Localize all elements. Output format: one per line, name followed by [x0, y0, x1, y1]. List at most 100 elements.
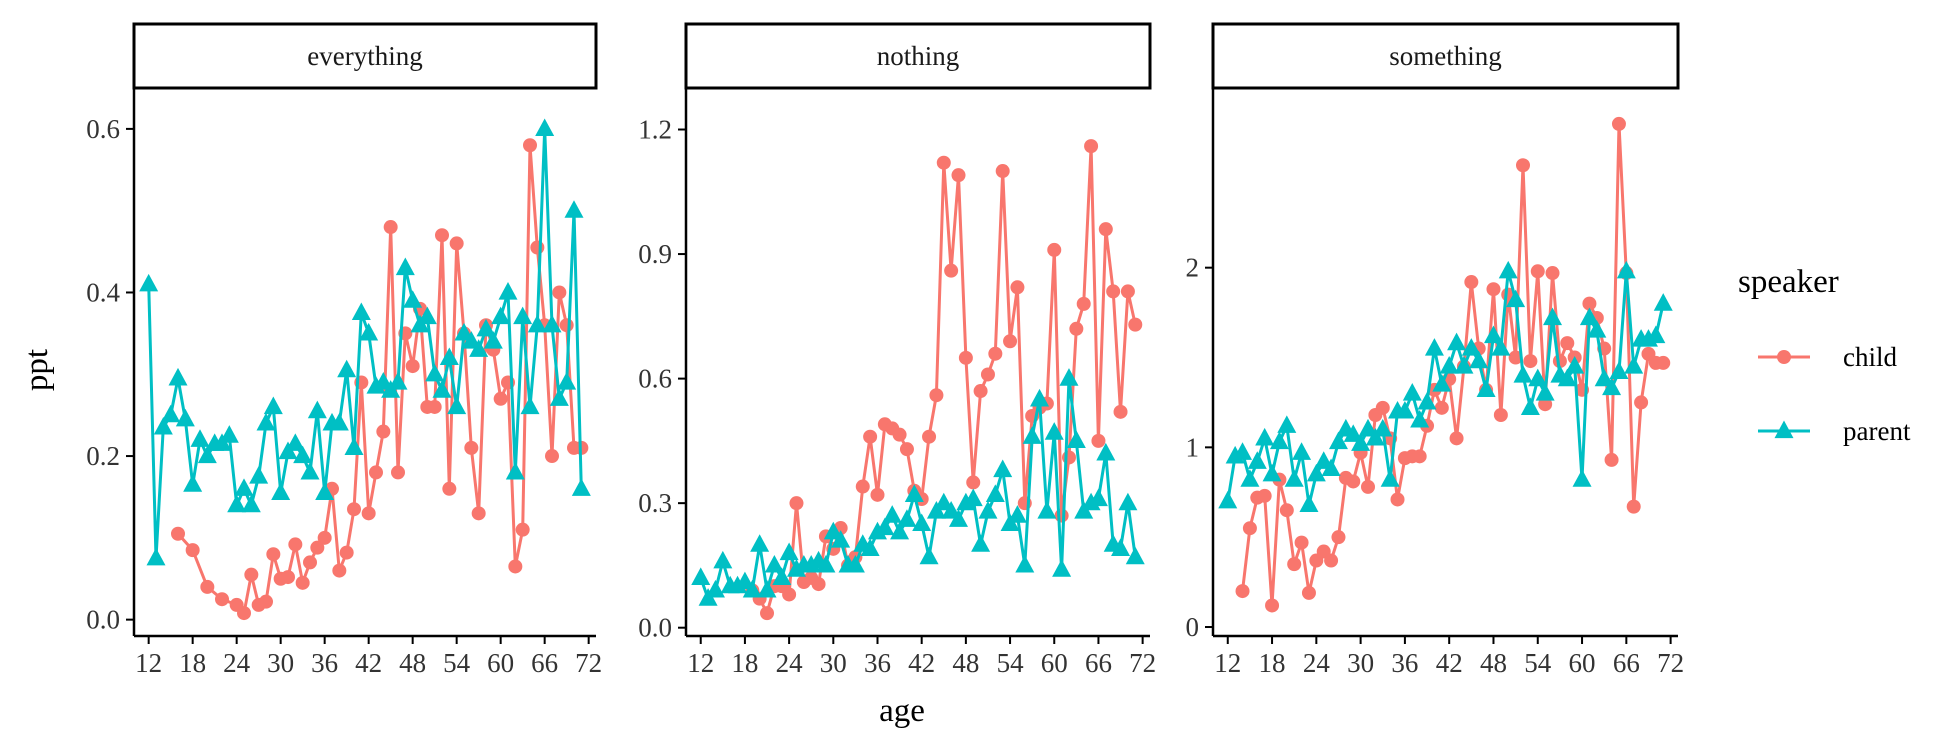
data-point-child	[1324, 553, 1339, 568]
data-point-parent	[1624, 356, 1644, 374]
x-tick-label: 18	[731, 648, 758, 678]
data-point-parent	[1233, 442, 1253, 460]
x-tick-label: 18	[1259, 648, 1286, 678]
data-point-child	[1128, 317, 1143, 332]
data-point-parent	[417, 306, 437, 325]
data-point-child	[1279, 503, 1294, 518]
data-point-child	[1634, 395, 1649, 410]
x-tick-label: 24	[1303, 648, 1331, 678]
x-tick-label: 60	[1041, 648, 1068, 678]
panel-everything: everything 0.0 0.2 0.4 0.6 12 18 24 30 36 42 48 54 60…	[86, 22, 602, 678]
data-point-parent	[1565, 356, 1585, 374]
data-point-parent	[307, 400, 327, 419]
data-point-child	[892, 427, 907, 442]
data-point-parent	[779, 542, 799, 561]
data-point-child	[171, 526, 185, 541]
y-tick-label: 2	[1186, 253, 1200, 283]
data-point-child	[1265, 598, 1280, 613]
data-point-parent	[219, 425, 239, 443]
data-point-parent	[845, 554, 865, 573]
data-point-child	[376, 424, 391, 439]
data-point-child	[1530, 264, 1545, 279]
data-point-child	[317, 530, 332, 545]
data-point-parent	[557, 371, 577, 390]
data-point-parent	[1247, 451, 1267, 469]
data-point-parent	[1111, 538, 1131, 556]
legend: speaker child parent	[1738, 264, 1911, 446]
x-tick-label: 36	[311, 648, 338, 678]
data-point-parent	[571, 478, 591, 496]
data-point-parent	[1602, 377, 1622, 396]
data-point-child	[1449, 431, 1464, 446]
data-point-parent	[1535, 382, 1555, 401]
data-point-parent	[1498, 260, 1518, 279]
data-point-parent	[1037, 501, 1057, 519]
data-point-parent	[549, 388, 569, 406]
data-point-child	[1084, 139, 1099, 154]
data-point-child	[1301, 585, 1316, 600]
data-point-child	[1106, 284, 1121, 299]
data-point-child	[1242, 521, 1257, 536]
data-point-parent	[190, 429, 210, 447]
data-point-child	[863, 429, 878, 444]
x-tick-label: 18	[179, 648, 206, 678]
data-point-child	[310, 540, 325, 555]
data-point-parent	[227, 494, 247, 513]
facet-strip	[1211, 22, 1680, 90]
data-point-parent	[161, 404, 181, 423]
data-point-child	[1331, 530, 1346, 545]
data-point-parent	[1520, 397, 1540, 415]
data-point-parent	[395, 257, 415, 276]
data-point-parent	[285, 433, 305, 451]
data-point-parent	[993, 459, 1013, 478]
data-point-child	[1560, 336, 1575, 351]
facet-strip-label: something	[1389, 41, 1502, 71]
data-point-parent	[860, 538, 880, 556]
data-point-child	[899, 442, 914, 457]
data-point-parent	[491, 306, 511, 325]
data-point-parent	[1476, 379, 1496, 397]
data-point-child	[1061, 450, 1076, 465]
data-point-parent	[1218, 490, 1238, 509]
data-point-parent	[816, 554, 836, 573]
data-point-parent	[403, 290, 423, 308]
legend-key-marker	[1777, 350, 1791, 364]
data-point-parent	[772, 567, 792, 586]
data-point-parent	[425, 363, 445, 382]
x-tick-label: 30	[820, 648, 847, 678]
y-tick-label: 0.0	[638, 613, 672, 643]
data-point-child	[1054, 508, 1069, 523]
y-tick-label: 0.3	[638, 488, 672, 518]
data-point-child	[1390, 492, 1405, 507]
data-point-child	[530, 240, 545, 255]
data-point-child	[288, 537, 303, 552]
x-tick-label: 54	[997, 648, 1025, 678]
data-point-child	[1113, 404, 1128, 419]
y-tick-label: 0.4	[86, 277, 120, 307]
data-point-child	[1656, 355, 1671, 370]
data-point-child	[1010, 280, 1025, 295]
data-point-child	[1098, 222, 1113, 237]
data-point-parent	[971, 534, 991, 552]
x-tick-label: 24	[223, 648, 251, 678]
data-point-child	[405, 359, 420, 374]
data-point-parent	[168, 367, 188, 386]
data-point-child	[922, 429, 937, 444]
data-point-parent	[564, 200, 584, 218]
data-point-parent	[1557, 368, 1577, 387]
x-tick-label: 42	[355, 648, 382, 678]
data-point-parent	[757, 579, 777, 598]
data-point-parent	[249, 466, 269, 484]
x-tick-label: 66	[1085, 648, 1112, 678]
y-tick-label: 0.6	[86, 114, 120, 144]
data-point-child	[523, 138, 537, 153]
series-line-child	[1241, 122, 1664, 607]
data-point-parent	[1088, 488, 1108, 507]
data-point-child	[515, 522, 530, 537]
data-point-child	[383, 220, 398, 235]
x-tick-label: 66	[531, 648, 558, 678]
x-tick-label: 48	[399, 648, 426, 678]
data-point-parent	[329, 412, 349, 431]
data-point-parent	[978, 501, 998, 519]
data-point-child	[789, 496, 804, 511]
